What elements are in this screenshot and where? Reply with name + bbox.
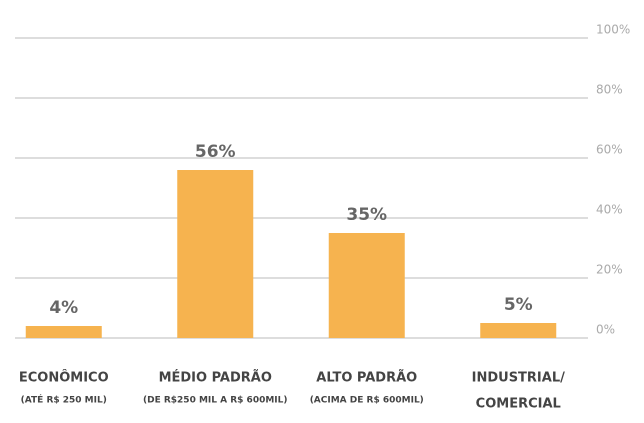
bar (177, 170, 254, 338)
bar (328, 233, 405, 338)
x-tick-label: INDUSTRIAL/ (472, 371, 565, 386)
value-label: 56% (195, 142, 236, 162)
y-tick-label: 80% (596, 83, 623, 97)
value-label: 4% (49, 298, 78, 318)
value-label: 5% (504, 295, 533, 315)
y-tick-label: 40% (596, 203, 623, 217)
y-tick-label: 0% (596, 323, 615, 337)
y-tick-label: 60% (596, 143, 623, 157)
y-tick-label: 20% (596, 263, 623, 277)
y-tick-label: 100% (596, 23, 630, 37)
bar (480, 323, 557, 338)
category-note: (DE R$250 MIL A R$ 600MIL) (143, 396, 288, 406)
x-tick-label: ECONÔMICO (19, 370, 109, 386)
category-note: (ACIMA DE R$ 600MIL) (310, 396, 424, 406)
bar (25, 326, 102, 338)
x-tick-label: ALTO PADRÃO (316, 370, 417, 386)
category-note: (ATÉ R$ 250 MIL) (21, 394, 107, 406)
category-note: COMERCIAL (476, 397, 561, 412)
x-tick-label: MÉDIO PADRÃO (159, 370, 272, 386)
value-label: 35% (346, 205, 387, 225)
